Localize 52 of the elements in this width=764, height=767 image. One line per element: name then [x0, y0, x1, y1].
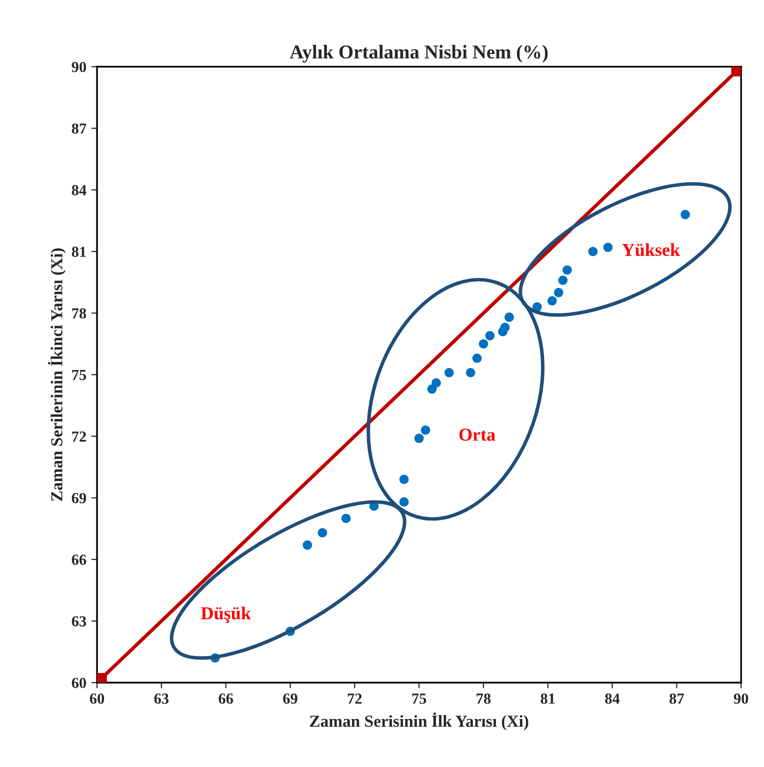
y-axis-title: Zaman Serilerinin İkinci Yarısı (Xi) [48, 248, 66, 501]
y-tick-label: 60 [72, 678, 86, 688]
point [731, 66, 742, 76]
x-tick-label: 69 [283, 694, 298, 704]
x-tick-label: 63 [154, 694, 169, 704]
x-tick-label: 90 [734, 693, 748, 704]
x-axis-title: Zaman Serisinin İlk Yarısı (Xi) [310, 712, 528, 730]
y-tick-label: 69 [72, 493, 86, 504]
x-tick-label: 87 [670, 693, 684, 704]
x-tick-label: 66 [218, 694, 234, 704]
point [302, 540, 312, 550]
point [341, 514, 351, 524]
annotation: Orta [459, 428, 496, 441]
y-tick-label: 66 [72, 554, 86, 565]
point [554, 288, 564, 298]
annotation: Yüksek [622, 243, 680, 256]
point [562, 265, 572, 275]
y-tick-label: 81 [72, 246, 86, 257]
point [558, 276, 568, 285]
point [466, 368, 476, 378]
point [399, 497, 409, 507]
point [478, 339, 488, 349]
x-tick-label: 75 [412, 694, 426, 704]
point [603, 242, 613, 252]
chart-title: Aylık Ortalama Nisbi Nem (%) [290, 44, 548, 63]
point [485, 331, 495, 340]
point [472, 354, 482, 363]
point [588, 246, 598, 256]
y-tick-label: 87 [72, 123, 86, 134]
point [318, 528, 328, 538]
x-tick-label: 84 [605, 693, 620, 704]
y-tick-label: 63 [72, 616, 86, 626]
point [399, 474, 409, 484]
y-tick-label: 75 [72, 370, 86, 380]
x-tick-label: 60 [90, 693, 104, 704]
point [414, 434, 424, 443]
x-tick-label: 78 [476, 693, 491, 704]
point [500, 322, 510, 332]
point [432, 378, 441, 388]
y-tick-label: 84 [72, 185, 86, 196]
y-tick-label: 90 [72, 62, 86, 72]
point [504, 312, 514, 322]
point [420, 425, 430, 435]
y-tick-label: 72 [72, 431, 86, 442]
point [97, 672, 107, 683]
annotation: Düşük [201, 606, 251, 623]
x-tick-label: 72 [348, 694, 362, 704]
point [444, 368, 454, 378]
x-tick-label: 81 [540, 693, 555, 704]
y-tick-label: 78 [72, 308, 86, 319]
point [680, 210, 690, 220]
point [548, 296, 557, 306]
